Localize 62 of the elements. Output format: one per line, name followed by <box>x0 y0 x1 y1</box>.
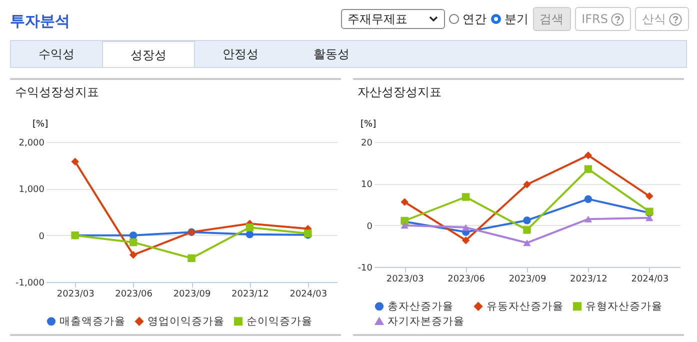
x-tick-label: 2023/06 <box>448 274 486 284</box>
point <box>462 224 470 231</box>
text: 수익성 <box>38 46 76 63</box>
y-tick-label: 0 <box>38 232 45 242</box>
point <box>584 195 592 203</box>
point <box>523 216 531 224</box>
point <box>129 238 138 246</box>
text: 검색 <box>540 10 564 28</box>
x-tick-label: 2023/12 <box>232 290 269 300</box>
text: IFRS <box>582 12 608 26</box>
point <box>71 158 79 166</box>
point <box>523 239 531 246</box>
y-tick-label: -1,000 <box>15 278 45 288</box>
legend-label: 영업이익증가율 <box>148 315 224 328</box>
y-tick-label: 20 <box>361 138 373 148</box>
point <box>584 165 592 173</box>
chart-title: 자산성장성지표 <box>357 85 442 99</box>
point <box>462 193 470 201</box>
y-axis-title: [%] <box>32 120 48 130</box>
point <box>523 180 531 188</box>
legend-label: 자기자본증가율 <box>388 315 464 328</box>
y-tick-label: 1,000 <box>18 185 45 196</box>
text: 성장성 <box>102 41 195 67</box>
point <box>246 230 254 238</box>
legend-label: 매출액증가율 <box>60 315 126 328</box>
legend-label: 유동자산증가율 <box>486 300 564 312</box>
legend-label: 유형자산증가율 <box>586 300 662 312</box>
x-tick-label: 2023/03 <box>386 274 424 284</box>
x-tick-label: 2024/03 <box>290 290 328 300</box>
point <box>400 222 408 229</box>
point <box>646 192 654 200</box>
text: 활동성 <box>312 46 350 63</box>
point <box>646 214 654 222</box>
point <box>188 254 196 262</box>
point <box>246 224 254 232</box>
text: 안정성 <box>222 46 260 63</box>
y-tick-label: -10 <box>358 264 373 274</box>
y-axis-title: [%] <box>360 120 376 130</box>
x-tick-label: 2023/03 <box>56 290 94 300</box>
x-tick-label: 2023/12 <box>570 274 608 284</box>
text: 연간 <box>462 10 487 28</box>
y-tick-label: 10 <box>361 180 373 190</box>
point <box>400 198 408 206</box>
point <box>129 231 138 240</box>
text: 주재무제표 <box>348 10 408 28</box>
point <box>523 226 531 234</box>
point <box>129 251 138 259</box>
point <box>462 236 470 244</box>
text: 투자분석 <box>10 12 70 31</box>
point <box>584 216 592 222</box>
y-tick-label: 2,000 <box>18 138 45 148</box>
text: 산식 <box>642 10 666 28</box>
chart-title: 수익성장성지표 <box>14 85 99 99</box>
x-tick-label: 2023/06 <box>115 290 153 300</box>
text: 분기 <box>504 10 529 28</box>
x-tick-label: 2023/09 <box>173 290 211 300</box>
legend-label: 총자산증가율 <box>388 300 454 312</box>
point <box>584 151 592 160</box>
x-tick-label: 2023/09 <box>508 274 546 284</box>
x-tick-label: 2024/03 <box>631 274 669 284</box>
legend-label: 순이익증가율 <box>246 315 312 328</box>
y-tick-label: 0 <box>366 222 373 232</box>
